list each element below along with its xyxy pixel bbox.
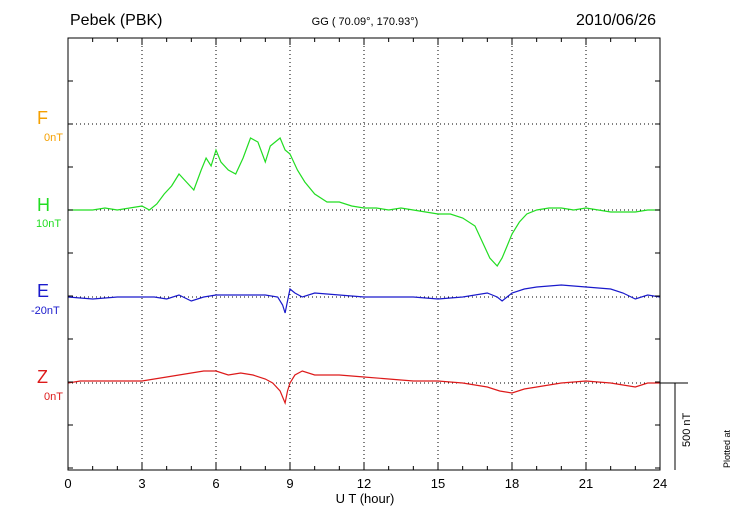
x-tick-label: 6	[212, 476, 219, 491]
x-tick-label: 15	[431, 476, 445, 491]
coordinates: GG ( 70.09°, 170.93°)	[311, 16, 419, 28]
component-f-scale: 0nT	[44, 132, 63, 144]
x-tick-label: 24	[653, 476, 667, 491]
x-tick-label: 3	[138, 476, 145, 491]
component-h-letter: H	[37, 195, 50, 215]
component-h-scale: 10nT	[36, 218, 62, 230]
series-line	[67, 370, 660, 406]
component-f-letter: F	[37, 108, 48, 128]
x-tick-label: 18	[505, 476, 519, 491]
component-e-letter: E	[37, 281, 50, 301]
component-e-scale: -20nT	[31, 305, 60, 317]
component-z-scale: 0nT	[44, 391, 63, 403]
series-line	[67, 284, 661, 314]
station-name: Pebek (PBK)	[70, 12, 163, 29]
x-tick-label: 0	[64, 476, 71, 491]
date-label: 2010/06/26	[576, 12, 657, 29]
x-tick-label: 12	[357, 476, 371, 491]
series-line	[68, 137, 660, 267]
x-tick-label: 21	[579, 476, 593, 491]
x-axis-label: U T (hour)	[335, 491, 395, 506]
component-z-letter: Z	[37, 367, 48, 387]
x-tick-label: 9	[286, 476, 293, 491]
